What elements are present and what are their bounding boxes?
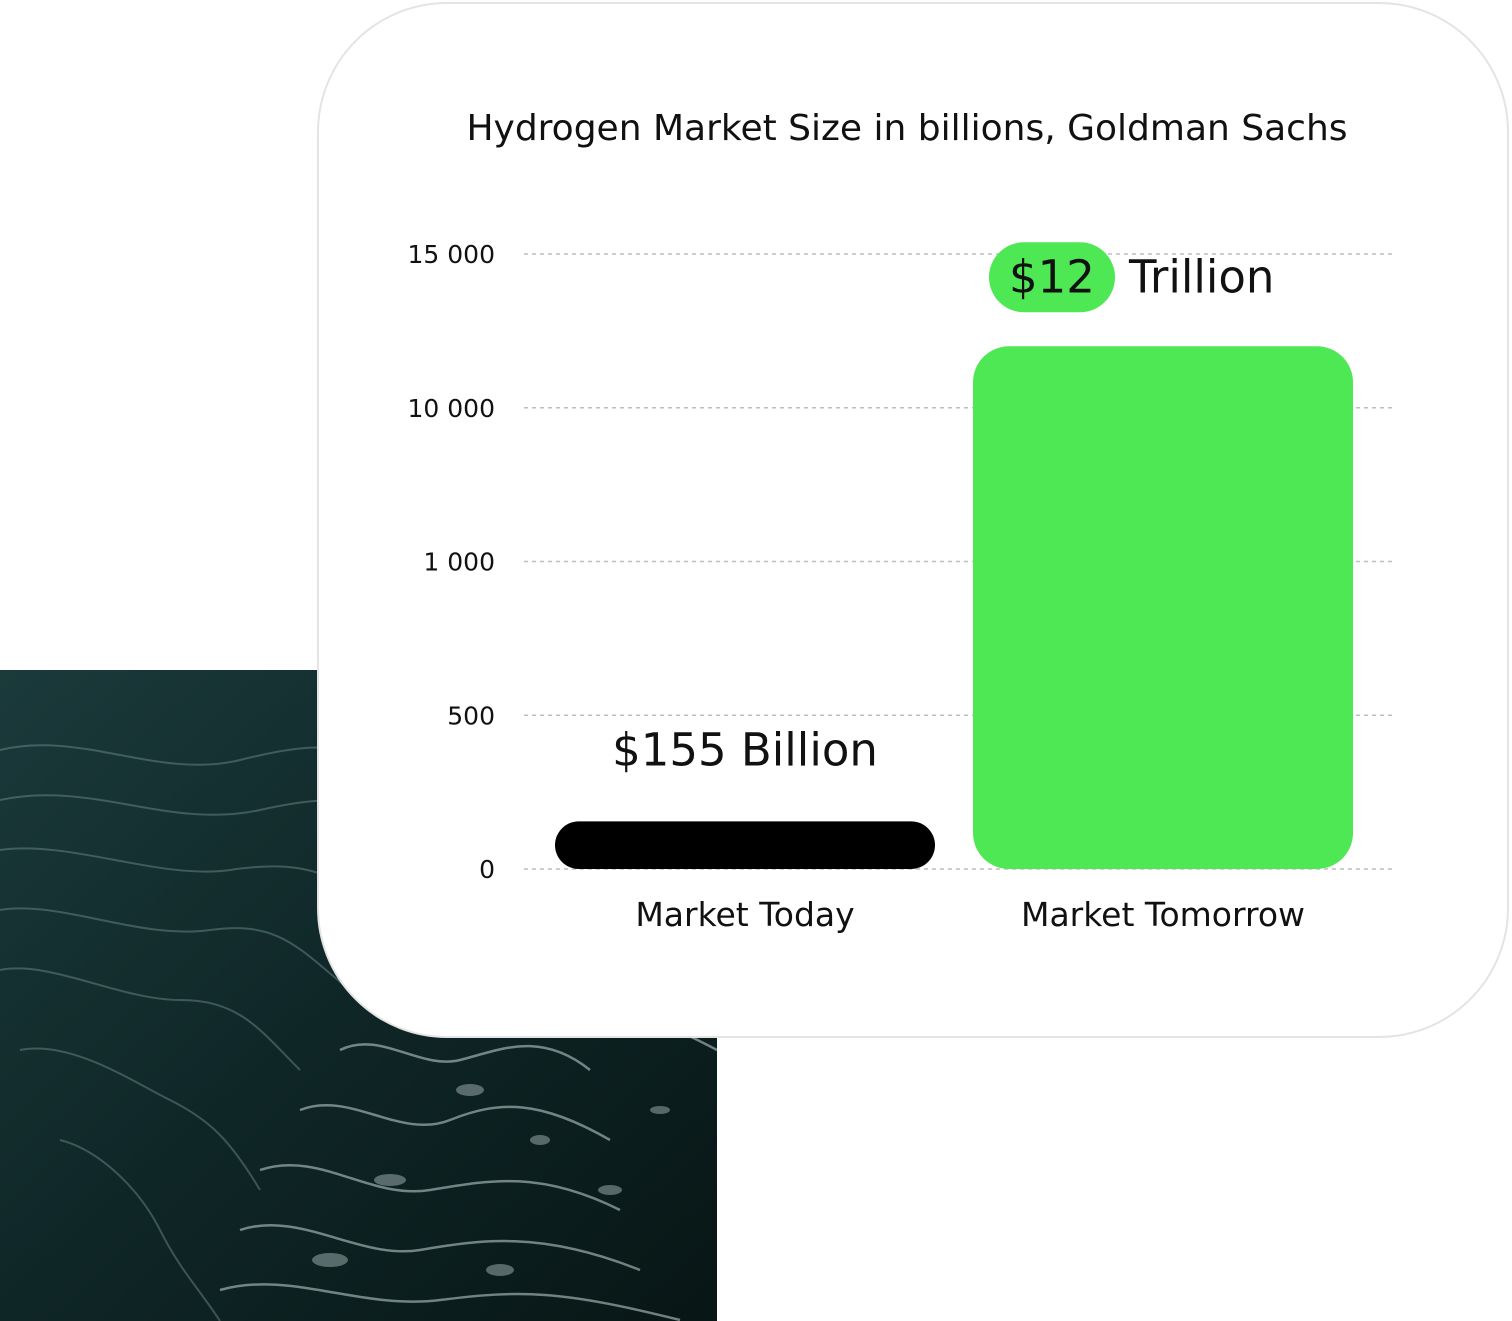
y-tick-label: 15 000 (408, 240, 495, 269)
bar-market-tomorrow (973, 346, 1353, 869)
y-tick-label: 500 (447, 701, 495, 730)
x-category-label: Market Today (635, 895, 854, 934)
data-labels: $155 Billion $12 Trillion (612, 242, 1274, 776)
y-axis-ticks: 0 500 1 000 10 000 15 000 (408, 240, 495, 884)
bars (555, 346, 1353, 869)
value-label: Trillion (1128, 250, 1274, 303)
y-tick-label: 0 (479, 855, 495, 884)
value-highlight-text: $12 (1009, 250, 1095, 303)
value-highlight-pill (989, 242, 1115, 313)
chart-title: Hydrogen Market Size in billions, Goldma… (466, 108, 1347, 149)
x-axis-categories: Market Today Market Tomorrow (635, 895, 1305, 934)
y-tick-label: 1 000 (423, 548, 495, 577)
x-category-label: Market Tomorrow (1021, 895, 1305, 934)
chart-card: Hydrogen Market Size in billions, Goldma… (317, 2, 1509, 1038)
bar-market-today (555, 821, 935, 869)
bar-chart: Hydrogen Market Size in billions, Goldma… (408, 108, 1394, 934)
y-tick-label: 10 000 (408, 394, 495, 423)
value-label: $155 Billion (612, 723, 878, 776)
